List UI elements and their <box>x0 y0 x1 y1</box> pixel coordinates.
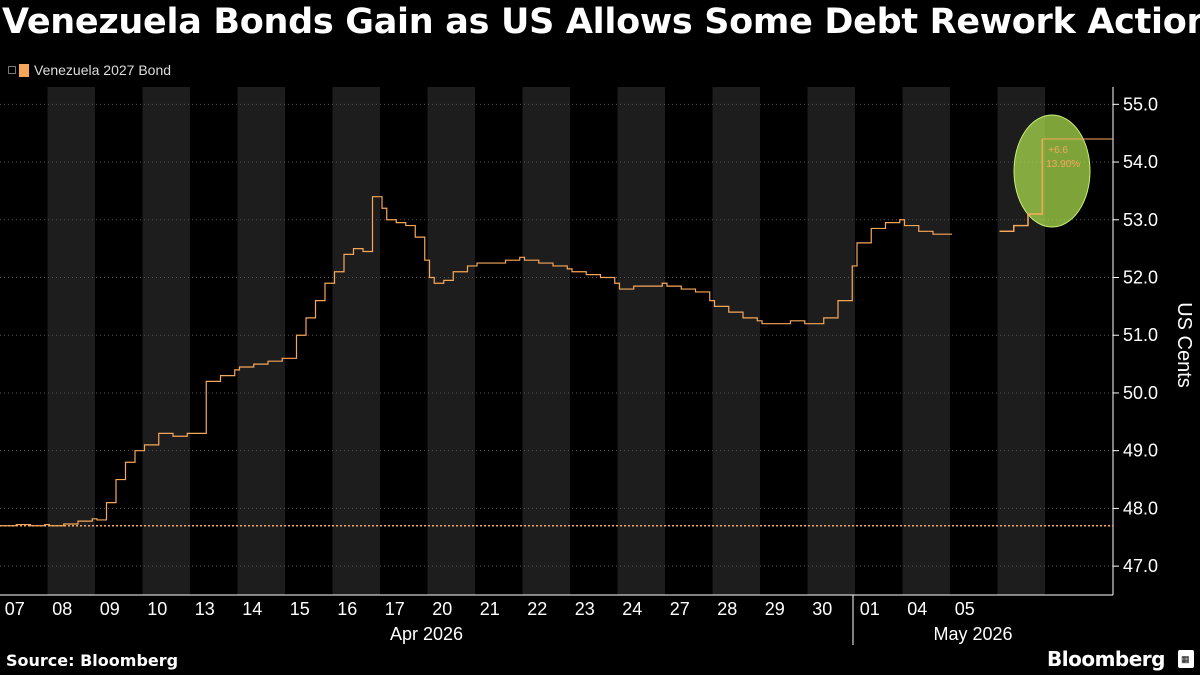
month-label: Apr 2026 <box>390 624 463 644</box>
day-band <box>142 87 190 595</box>
x-tick-label: 24 <box>622 599 642 619</box>
y-tick-label: 49.0 <box>1123 441 1158 461</box>
x-axis: 07 08 09 10 13 14 15 16 17 20 21 22 23 24 27 28 29 30 01 04… <box>0 594 1113 645</box>
day-band <box>712 87 760 595</box>
y-tick-label: 53.0 <box>1123 210 1158 230</box>
x-tick-label: 09 <box>100 599 120 619</box>
y-axis: 47.0 48.0 49.0 50.0 51.0 52.0 53.0 54.0 55.0 <box>0 87 1158 595</box>
month-label: May 2026 <box>933 624 1012 644</box>
day-band <box>617 87 665 595</box>
x-tick-label: 13 <box>195 599 215 619</box>
chart-bands <box>47 87 1045 595</box>
legend-swatch <box>19 63 29 77</box>
x-tick-label: 28 <box>717 599 737 619</box>
y-tick-label: 54.0 <box>1123 152 1158 172</box>
x-tick-label: 22 <box>527 599 547 619</box>
x-tick-label: 23 <box>575 599 595 619</box>
day-band <box>237 87 285 595</box>
y-tick-label: 48.0 <box>1123 498 1158 518</box>
legend-label: Venezuela 2027 Bond <box>34 62 172 78</box>
y-tick-label: 47.0 <box>1123 556 1158 576</box>
x-tick-label: 10 <box>147 599 167 619</box>
y-tick-label: 52.0 <box>1123 268 1158 288</box>
y-tick-label: 55.0 <box>1123 94 1158 114</box>
x-tick-label: 30 <box>812 599 832 619</box>
x-tick-label: 27 <box>670 599 690 619</box>
x-tick-label: 21 <box>480 599 500 619</box>
x-tick-label: 07 <box>5 599 25 619</box>
series-line-highlighted <box>999 138 1043 233</box>
annotation-change: +6.6 <box>1048 145 1068 156</box>
day-band <box>427 87 475 595</box>
x-tick-label: 04 <box>907 599 927 619</box>
day-band <box>522 87 570 595</box>
legend-toggle-icon[interactable] <box>8 66 16 74</box>
bloomberg-logo: Bloomberg <box>1047 647 1165 671</box>
x-tick-label: 20 <box>432 599 452 619</box>
y-tick-label: 50.0 <box>1123 383 1158 403</box>
plot-area: +6.6 13.90% <box>0 114 1113 527</box>
source-note: Source: Bloomberg <box>6 651 179 670</box>
y-axis-label: US Cents <box>1173 302 1195 388</box>
legend[interactable]: Venezuela 2027 Bond <box>8 61 171 79</box>
y-tick-label: 51.0 <box>1123 325 1158 345</box>
x-tick-label: 17 <box>385 599 405 619</box>
bloomberg-terminal-icon: ▦ <box>1178 650 1194 668</box>
highlight-ellipse <box>1013 114 1091 228</box>
day-band <box>807 87 855 595</box>
chart-title: Venezuela Bonds Gain as US Allows Some D… <box>2 2 1200 42</box>
x-tick-label: 16 <box>337 599 357 619</box>
x-tick-label: 08 <box>52 599 72 619</box>
day-band <box>902 87 950 595</box>
day-band <box>47 87 95 595</box>
x-tick-label: 01 <box>860 599 880 619</box>
annotation-percent: 13.90% <box>1046 159 1080 170</box>
x-tick-label: 15 <box>290 599 310 619</box>
x-tick-label: 14 <box>242 599 262 619</box>
day-band <box>332 87 380 595</box>
x-tick-label: 05 <box>955 599 975 619</box>
x-tick-label: 29 <box>765 599 785 619</box>
